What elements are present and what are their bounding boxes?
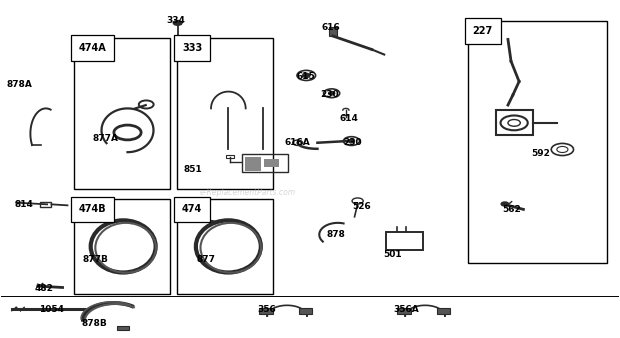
Text: 562: 562 bbox=[502, 205, 521, 214]
Bar bbox=[386, 232, 423, 250]
Bar bbox=[299, 308, 312, 314]
Text: 482: 482 bbox=[35, 284, 53, 293]
Bar bbox=[329, 27, 337, 36]
Text: 356A: 356A bbox=[394, 305, 419, 314]
Bar bbox=[437, 308, 450, 314]
Bar bbox=[467, 21, 607, 263]
Circle shape bbox=[173, 21, 182, 25]
Text: 614: 614 bbox=[340, 114, 358, 123]
Bar bbox=[259, 308, 273, 314]
Text: 526: 526 bbox=[352, 201, 371, 211]
Text: 616: 616 bbox=[321, 23, 340, 32]
Text: 474A: 474A bbox=[79, 43, 107, 53]
Bar bbox=[117, 325, 130, 330]
Bar bbox=[437, 308, 450, 314]
Bar bbox=[242, 154, 288, 172]
Text: 616A: 616A bbox=[284, 138, 310, 147]
Bar bbox=[397, 308, 411, 314]
Bar bbox=[259, 308, 273, 314]
Text: 877B: 877B bbox=[82, 256, 108, 264]
Text: 333: 333 bbox=[182, 43, 202, 53]
Circle shape bbox=[348, 139, 355, 143]
Bar bbox=[245, 157, 260, 171]
Bar bbox=[226, 155, 234, 158]
Bar bbox=[117, 325, 130, 330]
Bar bbox=[299, 308, 312, 314]
Bar bbox=[264, 159, 279, 167]
Text: 592: 592 bbox=[531, 149, 551, 158]
Text: 814: 814 bbox=[14, 200, 33, 209]
Text: 227: 227 bbox=[472, 26, 493, 36]
Text: 615: 615 bbox=[296, 72, 315, 81]
Text: 334: 334 bbox=[167, 16, 185, 25]
Text: 878A: 878A bbox=[7, 80, 33, 89]
Text: 878: 878 bbox=[327, 230, 345, 239]
Text: 878B: 878B bbox=[81, 319, 107, 328]
Bar bbox=[177, 38, 273, 189]
Text: 877A: 877A bbox=[92, 134, 118, 143]
Text: 356: 356 bbox=[257, 305, 276, 314]
Text: 877: 877 bbox=[197, 256, 216, 264]
Text: 474: 474 bbox=[182, 204, 202, 214]
Text: 851: 851 bbox=[183, 165, 202, 173]
Bar bbox=[74, 38, 170, 189]
Text: 230: 230 bbox=[343, 138, 361, 147]
Bar bbox=[177, 199, 273, 293]
Text: 501: 501 bbox=[383, 250, 402, 259]
Text: e-ReplacementParts.com: e-ReplacementParts.com bbox=[200, 188, 296, 197]
Text: 1054: 1054 bbox=[39, 305, 64, 314]
Bar bbox=[329, 27, 337, 36]
Text: 230: 230 bbox=[320, 91, 339, 99]
Circle shape bbox=[303, 73, 310, 77]
Bar bbox=[495, 110, 533, 135]
Bar bbox=[40, 202, 51, 207]
Bar bbox=[74, 199, 170, 293]
Circle shape bbox=[329, 92, 335, 95]
Circle shape bbox=[501, 202, 508, 206]
Text: 474B: 474B bbox=[79, 204, 106, 214]
Bar bbox=[397, 308, 411, 314]
